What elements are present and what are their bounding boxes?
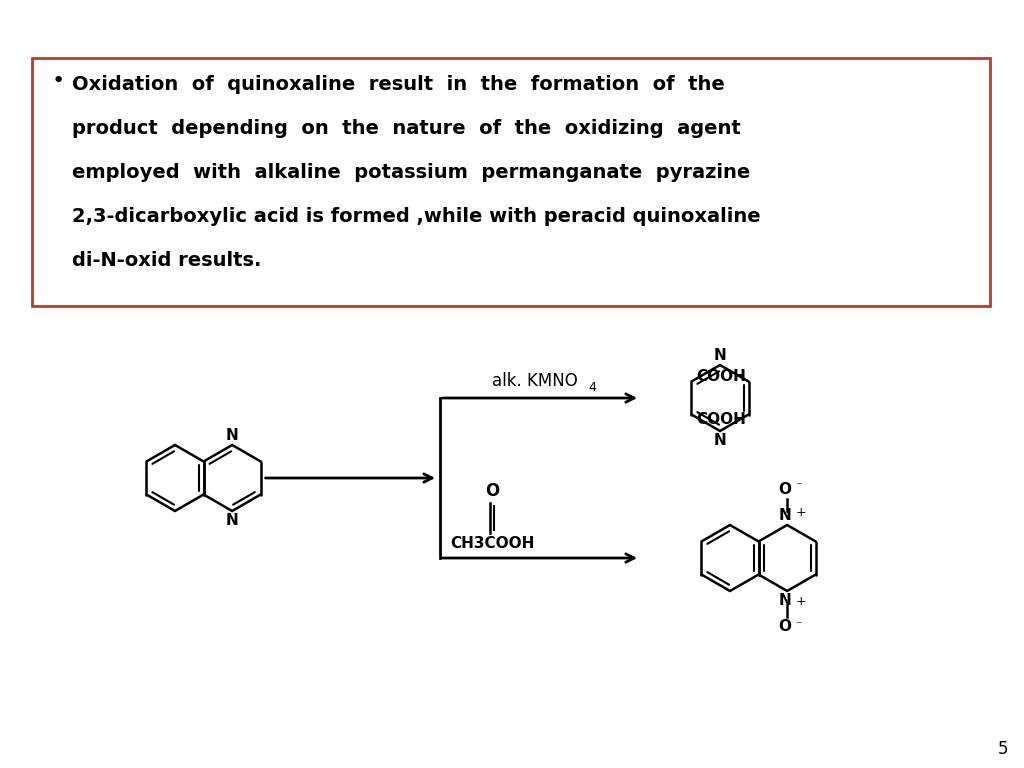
Text: product  depending  on  the  nature  of  the  oxidizing  agent: product depending on the nature of the o… bbox=[72, 119, 740, 138]
Text: 2,3-dicarboxylic acid is formed ,while with peracid quinoxaline: 2,3-dicarboxylic acid is formed ,while w… bbox=[72, 207, 761, 226]
Text: ⁻: ⁻ bbox=[796, 619, 802, 632]
Text: +: + bbox=[796, 506, 806, 519]
Text: O: O bbox=[778, 619, 792, 634]
Text: N: N bbox=[714, 348, 726, 363]
Bar bbox=[32, 58, 990, 306]
Text: di-N-oxid results.: di-N-oxid results. bbox=[72, 251, 261, 270]
Text: COOH: COOH bbox=[696, 412, 746, 427]
Text: ⁻: ⁻ bbox=[796, 480, 802, 493]
Text: N: N bbox=[225, 428, 239, 443]
Text: CH3COOH: CH3COOH bbox=[450, 536, 535, 551]
Text: 5: 5 bbox=[997, 740, 1008, 758]
Text: •: • bbox=[52, 71, 66, 91]
Text: O: O bbox=[778, 482, 792, 497]
Text: N: N bbox=[779, 593, 792, 608]
Text: N: N bbox=[225, 513, 239, 528]
Text: Oxidation  of  quinoxaline  result  in  the  formation  of  the: Oxidation of quinoxaline result in the f… bbox=[72, 75, 725, 94]
Text: alk. KMNO: alk. KMNO bbox=[493, 372, 578, 390]
Text: O: O bbox=[485, 482, 499, 500]
Text: +: + bbox=[796, 595, 806, 608]
Text: N: N bbox=[714, 433, 726, 448]
Text: employed  with  alkaline  potassium  permanganate  pyrazine: employed with alkaline potassium permang… bbox=[72, 163, 751, 182]
Text: COOH: COOH bbox=[696, 369, 746, 384]
Text: 4: 4 bbox=[588, 381, 596, 394]
Text: N: N bbox=[779, 508, 792, 523]
